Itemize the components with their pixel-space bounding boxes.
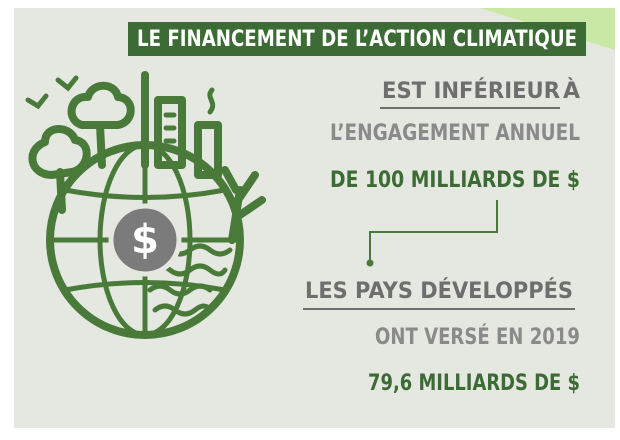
statement-line: L’ENGAGEMENT ANNUEL	[330, 121, 580, 146]
background	[14, 8, 615, 428]
title: LE FINANCEMENT DE L’ACTION CLIMATIQUE	[137, 27, 577, 52]
fact-highlight: 79,6 MILLIARDS DE $	[368, 371, 580, 396]
connector	[369, 200, 498, 262]
fact-line: ONT VERSÉ EN 2019	[375, 324, 580, 350]
statement-highlight: DE 100 MILLIARDS DE $	[330, 168, 580, 193]
globe-illustration	[25, 71, 266, 339]
fact-emphasis: LES PAYS DÉVELOPPÉS	[305, 278, 573, 304]
statement-emphasis: EST INFÉRIEUR	[382, 78, 560, 104]
statement-suffix: À	[563, 78, 580, 104]
coin-symbol: $	[131, 217, 159, 263]
connector-dot	[366, 259, 374, 267]
title-banner	[128, 22, 586, 56]
